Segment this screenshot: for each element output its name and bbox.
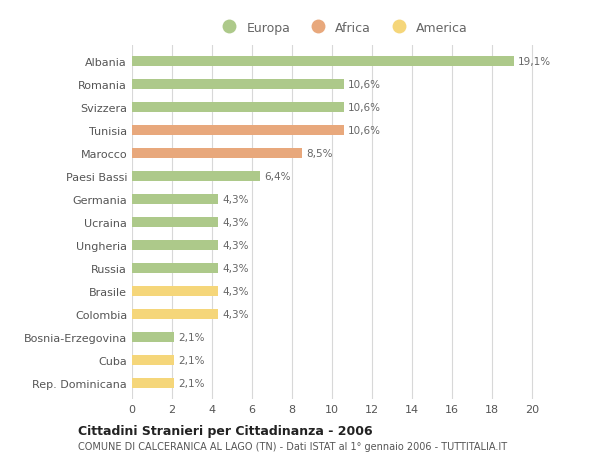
Text: 4,3%: 4,3% xyxy=(222,263,248,274)
Text: 2,1%: 2,1% xyxy=(178,355,205,365)
Text: 2,1%: 2,1% xyxy=(178,378,205,388)
Bar xyxy=(132,126,344,136)
Text: 6,4%: 6,4% xyxy=(264,172,290,182)
Bar xyxy=(132,309,218,319)
Text: 4,3%: 4,3% xyxy=(222,309,248,319)
Bar xyxy=(132,332,174,342)
Bar xyxy=(132,241,218,251)
Text: 10,6%: 10,6% xyxy=(348,126,381,136)
Bar xyxy=(132,218,218,228)
Bar xyxy=(132,195,218,205)
Text: 19,1%: 19,1% xyxy=(518,57,551,67)
Text: 2,1%: 2,1% xyxy=(178,332,205,342)
Bar xyxy=(132,149,302,159)
Bar xyxy=(132,80,344,90)
Bar xyxy=(132,355,174,365)
Text: 4,3%: 4,3% xyxy=(222,241,248,251)
Bar xyxy=(132,378,174,388)
Legend: Europa, Africa, America: Europa, Africa, America xyxy=(211,17,473,40)
Bar xyxy=(132,172,260,182)
Bar xyxy=(132,57,514,67)
Text: 4,3%: 4,3% xyxy=(222,286,248,297)
Text: 10,6%: 10,6% xyxy=(348,103,381,113)
Text: 10,6%: 10,6% xyxy=(348,80,381,90)
Text: COMUNE DI CALCERANICA AL LAGO (TN) - Dati ISTAT al 1° gennaio 2006 - TUTTITALIA.: COMUNE DI CALCERANICA AL LAGO (TN) - Dat… xyxy=(78,441,507,451)
Bar xyxy=(132,263,218,274)
Bar xyxy=(132,103,344,113)
Text: 4,3%: 4,3% xyxy=(222,218,248,228)
Bar xyxy=(132,286,218,297)
Text: 8,5%: 8,5% xyxy=(306,149,332,159)
Text: 4,3%: 4,3% xyxy=(222,195,248,205)
Text: Cittadini Stranieri per Cittadinanza - 2006: Cittadini Stranieri per Cittadinanza - 2… xyxy=(78,424,373,437)
